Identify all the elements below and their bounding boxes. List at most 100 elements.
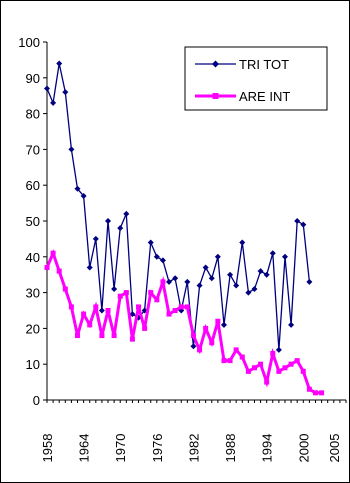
data-point bbox=[300, 368, 306, 374]
legend-box bbox=[184, 46, 328, 111]
data-point bbox=[294, 358, 300, 364]
data-point bbox=[129, 336, 135, 342]
data-point bbox=[269, 250, 276, 257]
x-tick-label: 1982 bbox=[186, 434, 201, 463]
y-tick-label: 0 bbox=[33, 393, 40, 408]
data-point bbox=[50, 99, 57, 106]
data-point bbox=[99, 333, 105, 339]
y-tick-label: 30 bbox=[26, 286, 40, 301]
data-point bbox=[306, 278, 313, 285]
data-point bbox=[62, 286, 68, 292]
data-point bbox=[147, 239, 154, 246]
data-point bbox=[87, 322, 93, 328]
data-point bbox=[220, 321, 227, 328]
y-tick-label: 80 bbox=[26, 107, 40, 122]
data-point bbox=[172, 308, 178, 313]
y-tick-label: 40 bbox=[26, 250, 40, 265]
legend-label: TRI TOT bbox=[239, 57, 289, 72]
data-point bbox=[306, 386, 312, 392]
data-point bbox=[123, 210, 130, 217]
x-tick-label: 1976 bbox=[150, 434, 165, 463]
x-tick-label: 2000 bbox=[296, 434, 311, 463]
x-tick-label: 1988 bbox=[223, 434, 238, 463]
legend: TRI TOT ARE INT bbox=[184, 46, 328, 111]
y-tick-label: 50 bbox=[26, 214, 40, 229]
data-point bbox=[281, 253, 288, 260]
x-tick-label: 1970 bbox=[113, 434, 128, 463]
data-point bbox=[203, 325, 209, 331]
data-point bbox=[227, 358, 233, 364]
data-point bbox=[80, 192, 87, 199]
data-point bbox=[123, 290, 129, 296]
data-point bbox=[142, 325, 148, 331]
y-tick-label: 60 bbox=[26, 178, 40, 193]
data-point bbox=[160, 279, 166, 285]
data-point bbox=[98, 307, 105, 314]
x-axis: 1958 1964 1970 1976 1982 1988 1994 2000 2005 bbox=[40, 399, 347, 463]
data-point bbox=[276, 368, 282, 374]
data-point bbox=[209, 340, 215, 346]
y-tick-label: 20 bbox=[26, 321, 40, 336]
data-point bbox=[178, 304, 184, 310]
data-point bbox=[50, 250, 56, 256]
series-tri-tot bbox=[44, 60, 313, 353]
legend-label: ARE INT bbox=[239, 89, 290, 104]
data-point bbox=[166, 278, 173, 285]
data-point bbox=[245, 368, 251, 374]
data-point bbox=[81, 311, 87, 317]
y-tick-label: 100 bbox=[18, 35, 40, 50]
data-point bbox=[257, 268, 264, 275]
data-point bbox=[74, 185, 81, 192]
data-point bbox=[245, 289, 252, 296]
data-point bbox=[312, 390, 318, 396]
data-point bbox=[129, 311, 136, 318]
data-point bbox=[93, 304, 99, 310]
legend-entry: TRI TOT bbox=[195, 57, 289, 72]
y-tick-label: 90 bbox=[26, 71, 40, 86]
data-point bbox=[117, 225, 124, 232]
series-line bbox=[45, 249, 322, 395]
data-point bbox=[92, 235, 99, 242]
data-point bbox=[136, 304, 142, 310]
data-point bbox=[190, 333, 196, 339]
x-tick-label: 2005 bbox=[327, 434, 342, 463]
data-point bbox=[190, 343, 197, 350]
data-point bbox=[300, 221, 307, 228]
data-point bbox=[56, 268, 62, 274]
data-point bbox=[75, 333, 81, 339]
y-tick-label: 70 bbox=[26, 142, 40, 157]
data-point bbox=[215, 318, 221, 324]
data-point bbox=[239, 239, 246, 246]
data-point bbox=[148, 290, 154, 296]
data-point bbox=[214, 253, 221, 260]
data-point bbox=[86, 264, 93, 271]
data-point bbox=[288, 321, 295, 328]
data-point bbox=[196, 282, 203, 289]
data-point bbox=[258, 361, 264, 367]
x-tick-label: 1958 bbox=[40, 434, 55, 463]
data-point bbox=[62, 89, 69, 96]
data-point bbox=[275, 346, 282, 353]
data-point bbox=[197, 347, 203, 353]
data-point bbox=[208, 275, 215, 282]
data-point bbox=[264, 379, 270, 385]
data-point bbox=[154, 297, 160, 303]
data-point bbox=[111, 286, 118, 293]
data-point bbox=[44, 265, 50, 271]
data-point bbox=[105, 308, 111, 313]
data-point bbox=[184, 278, 191, 285]
series-layer bbox=[44, 60, 325, 396]
data-point bbox=[251, 365, 257, 371]
data-point bbox=[184, 304, 190, 310]
data-point bbox=[202, 264, 209, 271]
y-tick-label: 10 bbox=[26, 357, 40, 372]
data-point bbox=[56, 60, 63, 67]
data-point bbox=[221, 358, 227, 364]
data-point bbox=[68, 304, 74, 310]
data-point bbox=[44, 85, 50, 92]
data-point bbox=[270, 350, 276, 356]
data-point bbox=[172, 275, 179, 282]
y-axis: 0 10 20 30 40 50 60 70 80 90 100 bbox=[18, 35, 48, 408]
